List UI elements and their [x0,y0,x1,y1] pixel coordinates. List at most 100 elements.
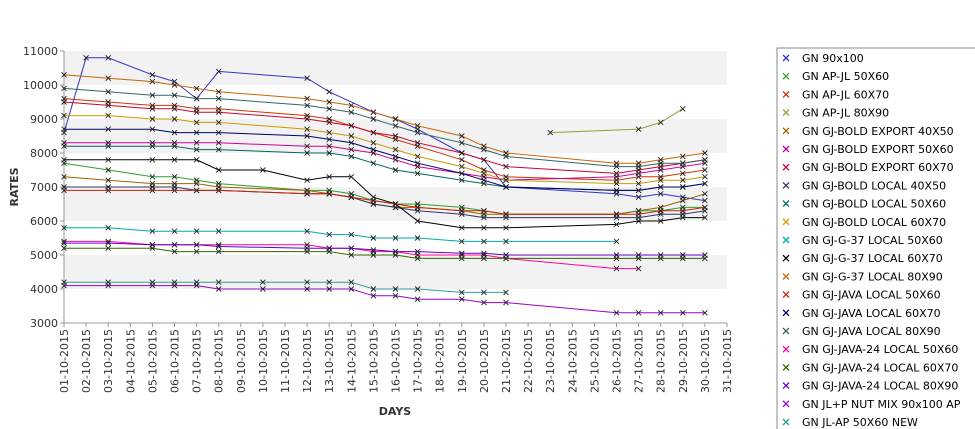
x-tick-label: 15-10-2015 [367,329,380,393]
data-point-marker [503,184,509,190]
data-point-marker [149,279,156,286]
data-point-marker [171,228,178,235]
legend-marker [782,254,790,262]
data-point-marker [414,160,421,167]
series-line [64,281,506,293]
legend-label: GN GJ-BOLD LOCAL 50X60 [802,198,946,211]
x-tick-label: 28-10-2015 [655,329,668,393]
legend-label: GN GJ-JAVA-24 LOCAL 80X90 [802,380,958,393]
data-point-marker [304,133,310,139]
data-point-marker [458,238,465,245]
data-point-marker [414,170,421,177]
data-point-marker [105,187,112,194]
data-point-marker [304,126,310,133]
series-line [64,115,705,185]
data-point-marker [149,228,156,235]
data-point-marker [657,218,664,224]
data-point-marker [215,139,222,146]
legend-marker [782,90,790,98]
data-point-marker [458,170,465,177]
data-point-marker [171,92,178,99]
data-point-marker [193,180,200,187]
data-point-marker [702,180,708,187]
data-point-marker [61,173,67,180]
data-point-marker [481,250,487,257]
series-12 [61,71,708,167]
legend-item: GN GJ-JAVA LOCAL 80X90 [782,325,941,338]
data-point-marker [304,286,310,292]
data-point-marker [414,218,421,224]
data-point-marker [215,279,222,286]
data-point-marker [326,119,333,126]
data-point-marker [348,133,355,139]
legend-item: GN GJ-JAVA-24 LOCAL 80X90 [782,380,958,393]
data-point-marker [61,71,67,78]
data-point-marker [105,112,112,119]
legend-label: GN GJ-JAVA-24 LOCAL 50X60 [802,343,958,356]
legend-marker [782,163,790,171]
data-point-marker [193,228,200,235]
data-point-marker [370,116,377,122]
legend-marker [782,309,790,317]
legend-item: GN GJ-BOLD LOCAL 60X70 [782,216,946,229]
data-point-marker [149,187,156,194]
data-point-marker [304,75,310,82]
data-point-marker [326,245,333,252]
data-point-marker [149,105,156,112]
data-point-marker [414,204,421,211]
data-point-marker [326,279,333,286]
data-point-marker [326,143,333,150]
data-point-marker [61,245,67,252]
data-point-marker [414,235,421,241]
legend: GN 90x100 GN AP-JL 50X60 GN AP-JL 60X70 GN … [776,47,975,429]
data-point-marker [679,214,686,221]
data-point-marker [392,235,399,241]
data-point-marker [215,129,222,136]
legend-marker [782,272,790,280]
x-tick-label: 16-10-2015 [390,329,403,393]
data-point-marker [392,146,399,153]
x-tick-label: 10-10-2015 [257,329,270,393]
legend-marker [782,363,790,371]
x-tick-label: 02-10-2015 [80,329,93,393]
data-point-marker [679,105,686,112]
series-10 [61,224,620,245]
legend-label: GN GJ-BOLD EXPORT 60X70 [802,161,954,174]
series-15 [61,85,708,170]
x-axis-ticks: 01-10-2015 02-10-2015 03-10-2015 04-10-2015… [58,323,734,393]
data-point-marker [61,279,67,286]
data-point-marker [171,116,178,122]
data-point-marker [370,252,377,258]
data-point-marker [481,214,487,221]
data-point-marker [348,173,355,180]
data-point-marker [503,299,509,306]
y-axis-ticks: 3000 4000 5000 6000 7000 8000 9000 10000 11000 [23,45,64,330]
data-point-marker [171,129,178,136]
data-point-marker [105,240,112,246]
data-point-marker [481,177,487,184]
x-tick-label: 11-10-2015 [279,329,292,393]
data-point-marker [348,252,355,258]
data-point-marker [105,54,112,61]
data-point-marker [348,109,355,116]
data-point-marker [657,309,664,316]
legend-marker [782,400,790,408]
data-point-marker [193,85,200,92]
legend-item: GN JL-AP 50X60 NEW [782,416,918,429]
legend-item: GN GJ-BOLD LOCAL 40X50 [782,179,946,192]
data-point-marker [370,109,377,116]
legend-marker [782,418,790,426]
x-tick-label: 30-10-2015 [699,329,712,393]
data-point-marker [304,228,310,235]
y-tick-label: 10000 [23,79,58,92]
data-point-marker [149,173,156,180]
data-point-marker [171,187,178,194]
data-point-marker [679,197,686,204]
data-point-marker [171,248,178,255]
data-point-marker [679,252,686,258]
data-point-marker [105,102,112,109]
data-point-marker [613,211,620,218]
data-point-marker [215,167,222,173]
x-tick-label: 01-10-2015 [58,329,71,393]
data-point-marker [458,250,465,257]
